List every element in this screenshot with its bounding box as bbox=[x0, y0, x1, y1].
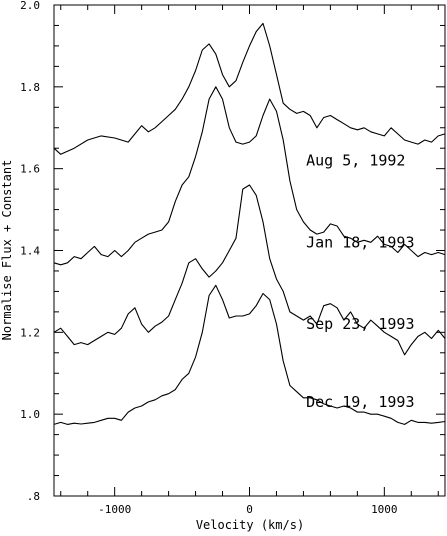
y-tick-label: 1.8 bbox=[20, 81, 40, 94]
y-tick-label: 1.4 bbox=[20, 245, 40, 258]
series-label-1: Aug 5, 1992 bbox=[306, 151, 405, 169]
series-label-4: Dec 19, 1993 bbox=[306, 393, 414, 411]
x-tick-label: 0 bbox=[246, 503, 253, 516]
axis-tick-labels: -1000 0 1000 .8 1.0 1.2 1.4 1.6 1.8 2.0 bbox=[20, 0, 397, 516]
series-label-3: Sep 23, 1993 bbox=[306, 315, 414, 333]
series-line-4 bbox=[53, 284, 446, 425]
y-tick-label: 1.6 bbox=[20, 163, 40, 176]
series-line-1 bbox=[53, 22, 446, 155]
y-axis-title: Normalise Flux + Constant bbox=[0, 160, 14, 341]
series-line-3 bbox=[53, 184, 446, 356]
series-group bbox=[53, 22, 446, 425]
plot-frame bbox=[53, 4, 446, 497]
x-tick-label: 1000 bbox=[371, 503, 398, 516]
y-tick-label: 1.2 bbox=[20, 326, 40, 339]
series-line-2 bbox=[53, 86, 446, 266]
y-tick-label: .8 bbox=[27, 490, 40, 503]
x-axis-title: Velocity (km/s) bbox=[196, 518, 304, 532]
y-tick-label: 1.0 bbox=[20, 408, 40, 421]
axis-ticks bbox=[54, 4, 445, 497]
y-tick-label: 2.0 bbox=[20, 0, 40, 12]
series-labels: Aug 5, 1992 Jan 18, 1993 Sep 23, 1993 Dec 1… bbox=[306, 151, 414, 410]
x-tick-label: -1000 bbox=[98, 503, 131, 516]
series-label-2: Jan 18, 1993 bbox=[306, 233, 414, 251]
